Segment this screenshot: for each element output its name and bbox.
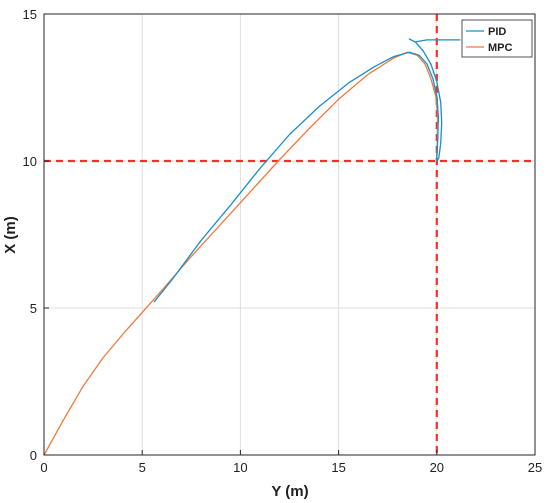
y-tick-label: 0 — [30, 448, 37, 463]
plot-background — [44, 14, 535, 455]
legend-box — [461, 19, 533, 58]
ticks: 0 5 10 15 20 25 0 5 10 15 — [23, 7, 543, 475]
reference-lines — [44, 14, 535, 455]
series — [43, 38, 461, 456]
x-tick-label: 10 — [233, 460, 247, 475]
legend: PID MPC — [461, 19, 533, 58]
x-tick-label: 25 — [528, 460, 542, 475]
x-tick-label: 5 — [139, 460, 146, 475]
x-tick-label: 0 — [40, 460, 47, 475]
x-tick-label: 20 — [430, 460, 444, 475]
legend-label-mpc: MPC — [488, 42, 513, 54]
x-axis-label: Y (m) — [271, 483, 308, 500]
y-tick-label: 15 — [23, 7, 37, 22]
x-tick-label: 15 — [331, 460, 345, 475]
plot-frame — [43, 13, 536, 456]
legend-label-pid: PID — [488, 26, 506, 38]
y-axis-label: X (m) — [2, 216, 19, 254]
series-line-pid — [153, 38, 461, 303]
y-tick-label: 5 — [30, 301, 37, 316]
y-tick-label: 10 — [23, 154, 37, 169]
series-line-mpc — [43, 51, 439, 456]
